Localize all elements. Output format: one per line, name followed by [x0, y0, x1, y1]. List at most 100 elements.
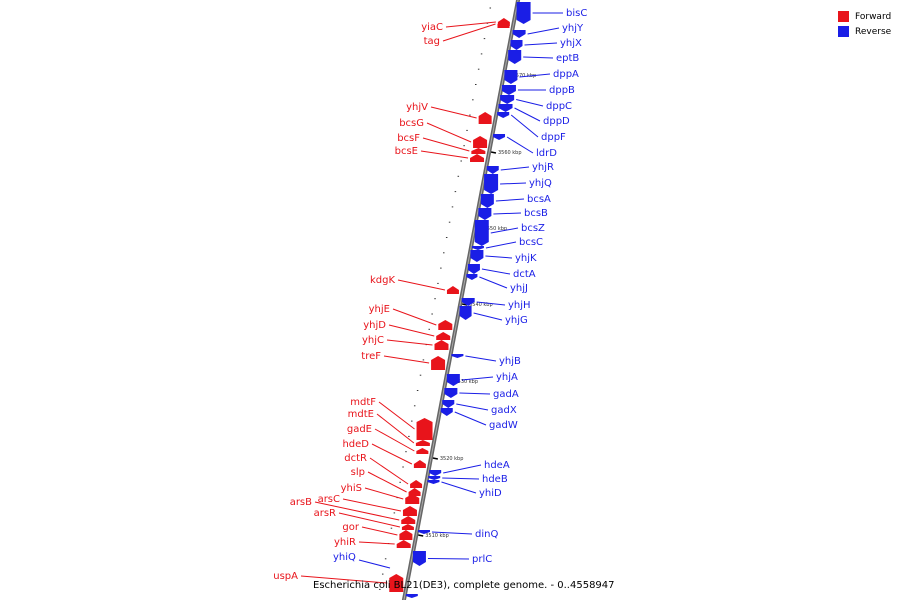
forward-gene-bcsF[interactable]: [471, 148, 486, 154]
gene-label-yhjX[interactable]: yhjX: [560, 38, 582, 49]
forward-gene-yhiS[interactable]: [405, 494, 420, 504]
gene-label-prlC[interactable]: prlC: [472, 554, 492, 565]
gene-label-gadW[interactable]: gadW: [489, 420, 518, 431]
forward-gene-yhjD[interactable]: [436, 332, 451, 340]
gene-label-hdeA[interactable]: hdeA: [484, 460, 510, 471]
forward-gene-arsR[interactable]: [401, 524, 414, 530]
gene-label-arsR[interactable]: arsR: [314, 508, 336, 519]
reverse-gene-yhjB[interactable]: [451, 354, 464, 358]
forward-gene-tag[interactable]: [497, 20, 510, 28]
reverse-gene-dctA[interactable]: [467, 264, 480, 274]
reverse-gene-prlC[interactable]: [412, 551, 426, 566]
gene-label-arsB[interactable]: arsB: [290, 497, 312, 508]
gene-label-yhjC[interactable]: yhjC: [362, 335, 384, 346]
gene-label-treF[interactable]: treF: [361, 351, 381, 362]
reverse-gene-dppA[interactable]: [504, 70, 518, 84]
reverse-gene-yhiQ[interactable]: [405, 594, 418, 598]
gene-label-yhiS[interactable]: yhiS: [341, 483, 362, 494]
reverse-gene-yhjG[interactable]: [459, 306, 472, 320]
forward-gene-mdtE[interactable]: [415, 440, 430, 446]
reverse-gene-bcsC[interactable]: [471, 246, 484, 250]
reverse-gene-yhjY[interactable]: [512, 30, 526, 38]
gene-label-dctR[interactable]: dctR: [344, 453, 367, 464]
forward-gene-gadE[interactable]: [416, 448, 429, 454]
gene-label-bcsZ[interactable]: bcsZ: [521, 223, 545, 234]
gene-label-bcsE[interactable]: bcsE: [395, 146, 418, 157]
reverse-gene-hdeA[interactable]: [429, 470, 442, 476]
forward-gene-arsC[interactable]: [402, 506, 417, 516]
gene-label-yhjV[interactable]: yhjV: [406, 102, 428, 113]
gene-label-bcsB[interactable]: bcsB: [524, 208, 548, 219]
gene-label-dppA[interactable]: dppA: [553, 69, 579, 80]
forward-gene-yhjE[interactable]: [438, 320, 453, 330]
gene-label-yhjY[interactable]: yhjY: [562, 23, 584, 34]
forward-gene-kdgK[interactable]: [446, 286, 459, 294]
gene-label-gadX[interactable]: gadX: [491, 405, 517, 416]
reverse-gene-yhjX[interactable]: [510, 40, 523, 50]
reverse-gene-dppB[interactable]: [501, 85, 516, 95]
gene-label-yhjD[interactable]: yhjD: [363, 320, 386, 331]
gene-label-dctA[interactable]: dctA: [513, 269, 536, 280]
gene-label-yhjJ[interactable]: yhjJ: [510, 283, 528, 294]
gene-label-yhjR[interactable]: yhjR: [532, 162, 554, 173]
reverse-gene-yhjJ[interactable]: [466, 274, 478, 280]
reverse-gene-dinQ[interactable]: [417, 530, 430, 534]
reverse-gene-yhjH[interactable]: [461, 298, 475, 306]
forward-gene-arsB[interactable]: [401, 516, 416, 524]
gene-label-bisC[interactable]: bisC: [566, 8, 587, 19]
reverse-gene-yhjQ[interactable]: [484, 174, 499, 194]
forward-gene-yhiR[interactable]: [396, 540, 411, 548]
gene-label-arsC[interactable]: arsC: [318, 494, 340, 505]
reverse-gene-yhjA[interactable]: [446, 374, 460, 386]
forward-gene-bcsG[interactable]: [473, 136, 488, 148]
reverse-gene-hdeB[interactable]: [428, 476, 441, 480]
gene-label-bcsG[interactable]: bcsG: [399, 118, 424, 129]
gene-label-eptB[interactable]: eptB: [556, 53, 579, 64]
reverse-gene-dppC[interactable]: [500, 95, 515, 104]
gene-label-gadA[interactable]: gadA: [493, 389, 519, 400]
gene-label-dppF[interactable]: dppF: [541, 132, 566, 143]
reverse-gene-gadX[interactable]: [442, 400, 455, 408]
gene-label-dppD[interactable]: dppD: [543, 116, 570, 127]
reverse-gene-bcsB[interactable]: [478, 208, 492, 220]
forward-gene-bcsE[interactable]: [470, 154, 485, 162]
gene-label-bcsC[interactable]: bcsC: [519, 237, 543, 248]
reverse-gene-dppD[interactable]: [498, 104, 513, 112]
forward-gene-hdeD[interactable]: [413, 460, 426, 468]
gene-label-yhiQ[interactable]: yhiQ: [333, 552, 356, 563]
gene-label-yhjQ[interactable]: yhjQ: [529, 178, 552, 189]
reverse-gene-eptB[interactable]: [508, 50, 522, 64]
reverse-gene-yhjR[interactable]: [486, 166, 499, 174]
gene-label-yhjH[interactable]: yhjH: [508, 300, 531, 311]
gene-label-slp[interactable]: slp: [351, 467, 365, 478]
forward-gene-uspA[interactable]: [389, 574, 404, 592]
reverse-gene-bisC[interactable]: [516, 2, 531, 24]
gene-label-dppB[interactable]: dppB: [549, 85, 575, 96]
gene-label-yhjE[interactable]: yhjE: [369, 304, 390, 315]
gene-label-mdtE[interactable]: mdtE: [348, 409, 374, 420]
forward-gene-mdtF[interactable]: [416, 418, 433, 440]
forward-gene-dctR[interactable]: [410, 480, 423, 488]
gene-label-gor[interactable]: gor: [342, 522, 359, 533]
reverse-gene-bcsZ[interactable]: [474, 220, 489, 246]
reverse-gene-yhiD[interactable]: [427, 480, 440, 484]
reverse-gene-yhjK[interactable]: [470, 250, 484, 262]
gene-label-uspA[interactable]: uspA: [273, 571, 298, 582]
gene-label-bcsF[interactable]: bcsF: [397, 133, 420, 144]
reverse-gene-ldrD[interactable]: [493, 134, 506, 140]
reverse-gene-gadA[interactable]: [444, 388, 458, 398]
forward-gene-gor[interactable]: [399, 530, 413, 540]
gene-label-ldrD[interactable]: ldrD: [536, 148, 557, 159]
gene-label-yiaC[interactable]: yiaC: [421, 22, 443, 33]
gene-label-yhjG[interactable]: yhjG: [505, 315, 528, 326]
gene-label-dinQ[interactable]: dinQ: [475, 529, 498, 540]
forward-gene-slp[interactable]: [408, 488, 421, 496]
gene-label-yhjA[interactable]: yhjA: [496, 372, 518, 383]
gene-label-yhjK[interactable]: yhjK: [515, 253, 537, 264]
forward-gene-treF[interactable]: [431, 356, 446, 370]
gene-label-yhjB[interactable]: yhjB: [499, 356, 521, 367]
gene-label-hdeB[interactable]: hdeB: [482, 474, 508, 485]
reverse-gene-bcsA[interactable]: [480, 194, 494, 208]
reverse-gene-gadW[interactable]: [440, 408, 453, 416]
gene-label-gadE[interactable]: gadE: [347, 424, 372, 435]
